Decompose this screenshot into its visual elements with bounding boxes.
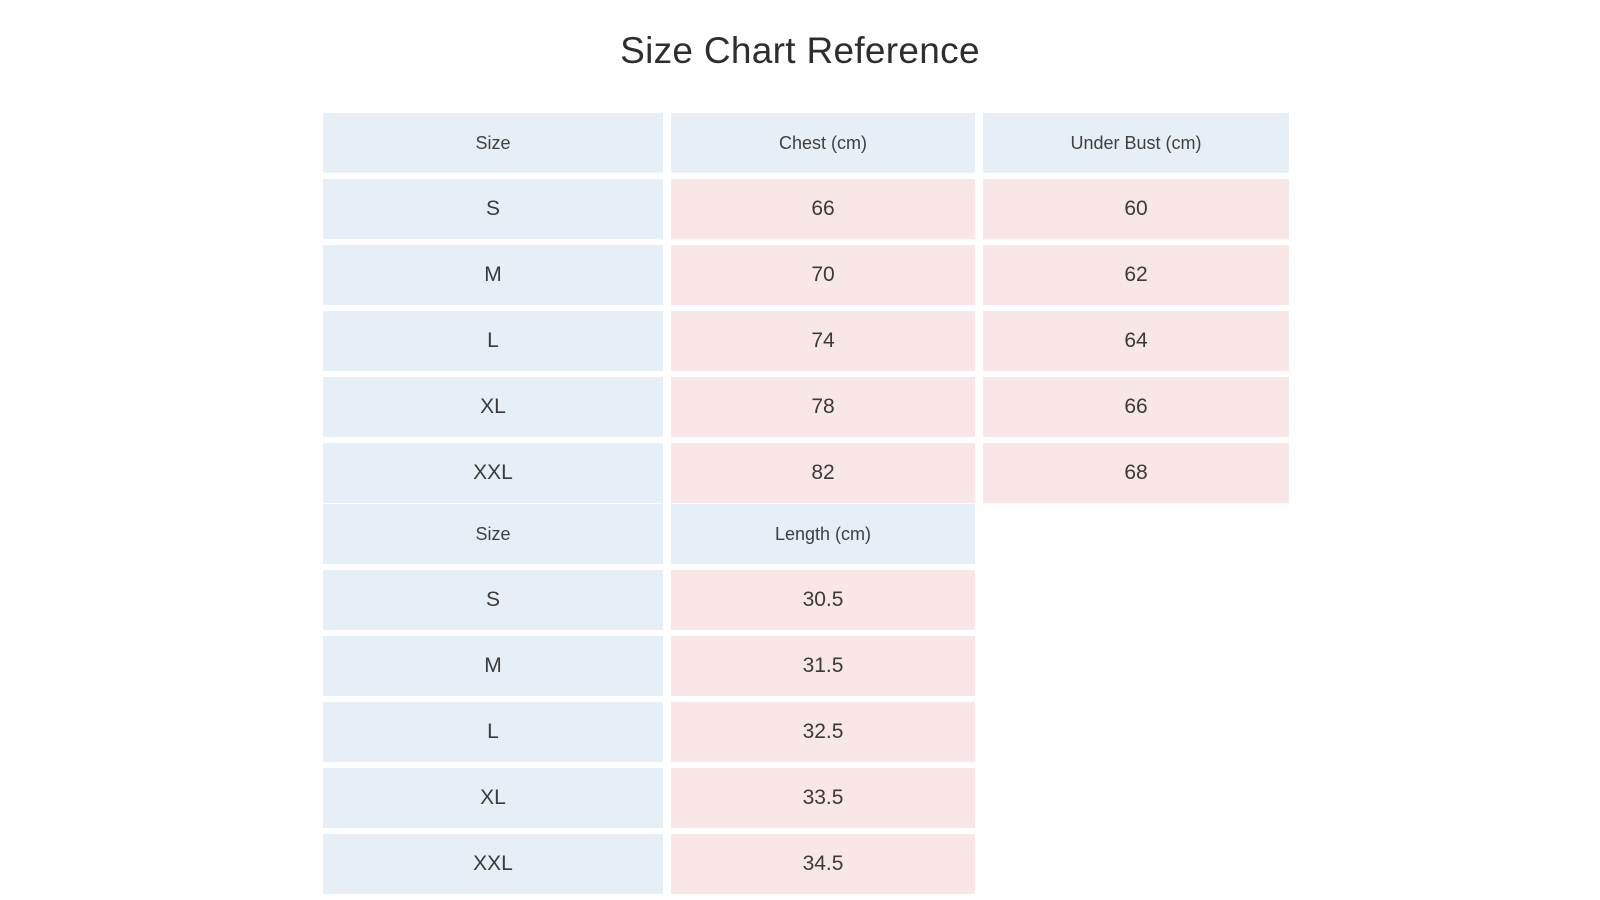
header-chest: Chest (cm) xyxy=(671,113,975,173)
size-cell: XL xyxy=(323,377,663,437)
length-cell: 30.5 xyxy=(671,570,975,630)
header-under-bust: Under Bust (cm) xyxy=(983,113,1289,173)
bust-size-table: Size Chest (cm) Under Bust (cm) S 66 60 … xyxy=(323,113,1289,503)
under-bust-cell: 66 xyxy=(983,377,1289,437)
length-cell: 34.5 xyxy=(671,834,975,894)
size-cell: L xyxy=(323,702,663,762)
length-cell: 32.5 xyxy=(671,702,975,762)
chest-cell: 66 xyxy=(671,179,975,239)
size-cell: S xyxy=(323,570,663,630)
chest-cell: 74 xyxy=(671,311,975,371)
chest-cell: 70 xyxy=(671,245,975,305)
chest-cell: 82 xyxy=(671,443,975,503)
length-size-table: Size Length (cm) S 30.5 M 31.5 L 32.5 XL… xyxy=(323,504,975,894)
length-cell: 33.5 xyxy=(671,768,975,828)
length-cell: 31.5 xyxy=(671,636,975,696)
page-title: Size Chart Reference xyxy=(620,30,980,71)
chest-cell: 78 xyxy=(671,377,975,437)
under-bust-cell: 62 xyxy=(983,245,1289,305)
size-cell: XXL xyxy=(323,443,663,503)
header-size: Size xyxy=(323,504,663,564)
size-cell: S xyxy=(323,179,663,239)
header-size: Size xyxy=(323,113,663,173)
size-cell: XXL xyxy=(323,834,663,894)
size-cell: L xyxy=(323,311,663,371)
size-cell: XL xyxy=(323,768,663,828)
under-bust-cell: 68 xyxy=(983,443,1289,503)
under-bust-cell: 64 xyxy=(983,311,1289,371)
size-cell: M xyxy=(323,636,663,696)
under-bust-cell: 60 xyxy=(983,179,1289,239)
header-length: Length (cm) xyxy=(671,504,975,564)
size-cell: M xyxy=(323,245,663,305)
